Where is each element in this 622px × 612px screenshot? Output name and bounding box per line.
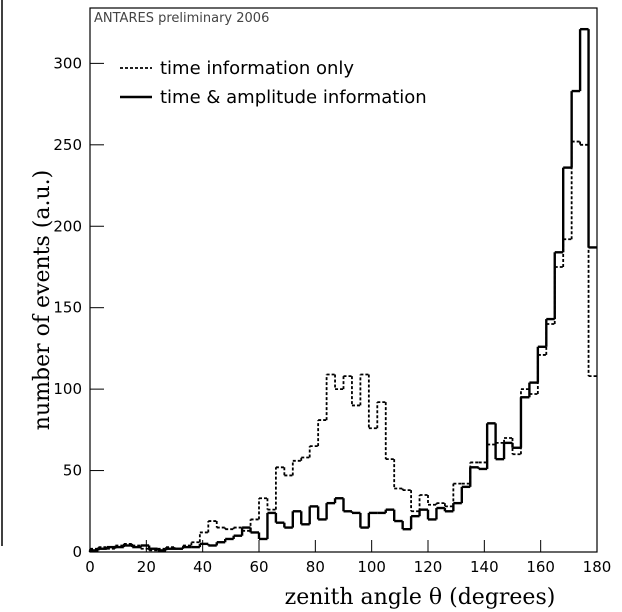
plot-frame [89,7,598,553]
x-tick-label: 40 [193,558,212,576]
legend-label: time & amplitude information [160,87,427,108]
x-axis-title: zenith angle θ (degrees) [285,585,556,610]
y-tick-label: 300 [53,54,82,72]
y-tick-label: 100 [53,380,82,398]
x-tick-label: 180 [583,558,612,576]
y-tick-label: 0 [72,543,82,561]
x-tick-label: 160 [526,558,555,576]
y-tick-label: 200 [53,217,82,235]
y-tick-label: 150 [53,299,82,317]
x-tick-label: 80 [306,558,325,576]
y-tick-label: 50 [63,462,82,480]
x-tick-label: 60 [249,558,268,576]
y-axis-title: number of events (a.u.) [30,170,55,430]
annotation: ANTARES preliminary 2006 [94,11,269,26]
legend-label: time information only [160,58,354,79]
x-tick-label: 140 [470,558,499,576]
x-tick-label: 0 [85,558,95,576]
x-tick-label: 120 [414,558,443,576]
x-tick-label: 20 [137,558,156,576]
x-tick-label: 100 [357,558,386,576]
y-tick-label: 250 [53,136,82,154]
